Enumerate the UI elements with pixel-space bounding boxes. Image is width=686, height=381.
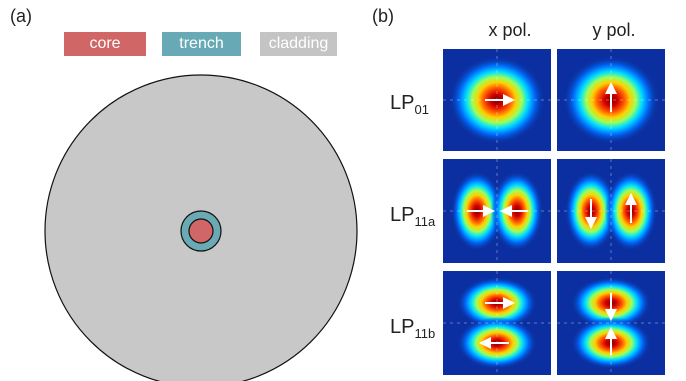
tile-lp11b-y [557, 271, 665, 375]
tile-gridlines [443, 49, 665, 375]
panel-label-b: (b) [372, 6, 394, 26]
tile-lp01-y [557, 49, 665, 151]
core-circle [188, 218, 214, 244]
mode-label-lp01: LP01 [390, 92, 429, 117]
mode-grid [443, 49, 665, 375]
legend-core: core [64, 32, 146, 56]
mode-label-lp11b: LP11b [390, 316, 436, 341]
legend-trench-label: trench [179, 35, 224, 52]
column-header-y-pol: y pol. [592, 20, 636, 40]
legend-trench: trench [162, 32, 241, 56]
panel-label-a: (a) [10, 6, 32, 26]
tile-lp01-x [443, 49, 551, 151]
legend-core-label: core [89, 35, 121, 52]
legend-cladding-label: cladding [268, 35, 329, 52]
mode-label-lp11a: LP11a [390, 204, 436, 229]
legend-cladding: cladding [260, 32, 337, 56]
tile-lp11a-x [443, 159, 551, 263]
column-header-x-pol: x pol. [488, 20, 532, 40]
tile-lp11a-y [557, 159, 665, 263]
tile-lp11b-x [443, 271, 551, 375]
